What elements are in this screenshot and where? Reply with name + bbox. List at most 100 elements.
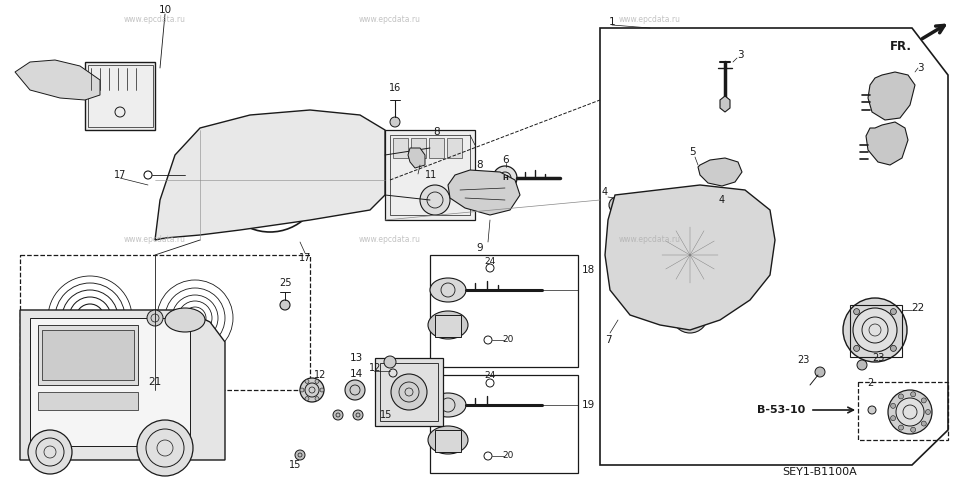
Bar [260, 130, 269, 139]
Bar [38, 392, 138, 410]
Bar [360, 130, 369, 139]
Text: 21: 21 [149, 377, 161, 387]
Circle shape [815, 367, 825, 377]
Text: 13: 13 [349, 353, 363, 363]
Circle shape [420, 185, 450, 215]
Bar [310, 150, 319, 159]
Bar [260, 160, 269, 169]
Circle shape [305, 379, 309, 384]
Text: www.epcdata.ru: www.epcdata.ru [359, 236, 421, 244]
Bar [260, 140, 269, 149]
Polygon shape [408, 148, 425, 168]
Circle shape [899, 425, 903, 430]
Circle shape [899, 394, 903, 399]
Bar [340, 140, 349, 149]
Bar [300, 160, 309, 169]
Bar [330, 170, 339, 179]
Bar [447, 138, 462, 158]
Bar [360, 170, 369, 179]
Circle shape [853, 309, 859, 314]
Bar [250, 120, 259, 129]
Circle shape [300, 378, 324, 402]
Circle shape [853, 308, 897, 352]
Circle shape [890, 309, 897, 314]
Circle shape [911, 427, 916, 432]
Bar [430, 375, 578, 473]
Text: 1: 1 [609, 17, 615, 27]
Circle shape [881, 81, 893, 93]
Text: 16: 16 [389, 83, 401, 93]
Bar [340, 120, 349, 129]
Bar [360, 150, 369, 159]
Text: 12: 12 [314, 370, 326, 380]
Text: 2: 2 [867, 378, 874, 388]
Circle shape [390, 117, 400, 127]
Text: 5: 5 [688, 147, 695, 157]
Bar [330, 120, 339, 129]
Text: 20: 20 [502, 452, 514, 460]
Text: 17: 17 [299, 253, 311, 263]
Bar [280, 130, 289, 139]
Bar [858, 382, 948, 440]
Bar [270, 160, 279, 169]
Circle shape [853, 346, 859, 351]
Bar [300, 170, 309, 179]
Circle shape [703, 198, 717, 212]
Circle shape [890, 346, 897, 351]
Text: 24: 24 [485, 372, 495, 381]
Text: 25: 25 [278, 278, 291, 288]
Circle shape [648, 213, 732, 297]
Bar [42, 330, 134, 380]
Bar [310, 140, 319, 149]
Bar [375, 358, 443, 426]
Polygon shape [20, 310, 225, 460]
Circle shape [891, 416, 896, 420]
Bar [290, 140, 299, 149]
Bar [320, 150, 329, 159]
Text: 6: 6 [503, 155, 510, 165]
Bar [280, 120, 289, 129]
Circle shape [609, 197, 625, 213]
Circle shape [391, 374, 427, 410]
Circle shape [922, 398, 926, 403]
Bar [270, 120, 279, 129]
Circle shape [925, 409, 930, 415]
Text: 9: 9 [477, 243, 483, 253]
Bar [340, 170, 349, 179]
Bar [360, 160, 369, 169]
Bar [340, 160, 349, 169]
Bar [340, 130, 349, 139]
Bar [380, 363, 438, 421]
Circle shape [315, 396, 319, 401]
Circle shape [613, 233, 657, 277]
Text: 15: 15 [289, 460, 301, 470]
Circle shape [305, 396, 309, 401]
Circle shape [280, 300, 290, 310]
Bar [320, 120, 329, 129]
Bar [250, 140, 259, 149]
Bar [290, 130, 299, 139]
Circle shape [147, 310, 163, 326]
Bar [320, 170, 329, 179]
Circle shape [333, 410, 343, 420]
Bar [850, 305, 902, 357]
Bar [360, 120, 369, 129]
Circle shape [28, 430, 72, 474]
Text: 24: 24 [485, 256, 495, 265]
Bar [310, 160, 319, 169]
Bar [310, 120, 319, 129]
Text: 12: 12 [369, 363, 381, 373]
Circle shape [300, 388, 304, 392]
Bar [260, 120, 269, 129]
Bar [390, 135, 470, 215]
Circle shape [353, 410, 363, 420]
Bar [435, 315, 461, 337]
Text: 10: 10 [158, 5, 172, 15]
Circle shape [658, 223, 722, 287]
Bar [300, 130, 309, 139]
Bar [430, 255, 578, 367]
Circle shape [911, 392, 916, 397]
Bar [310, 170, 319, 179]
Bar [320, 130, 329, 139]
Bar [330, 150, 339, 159]
